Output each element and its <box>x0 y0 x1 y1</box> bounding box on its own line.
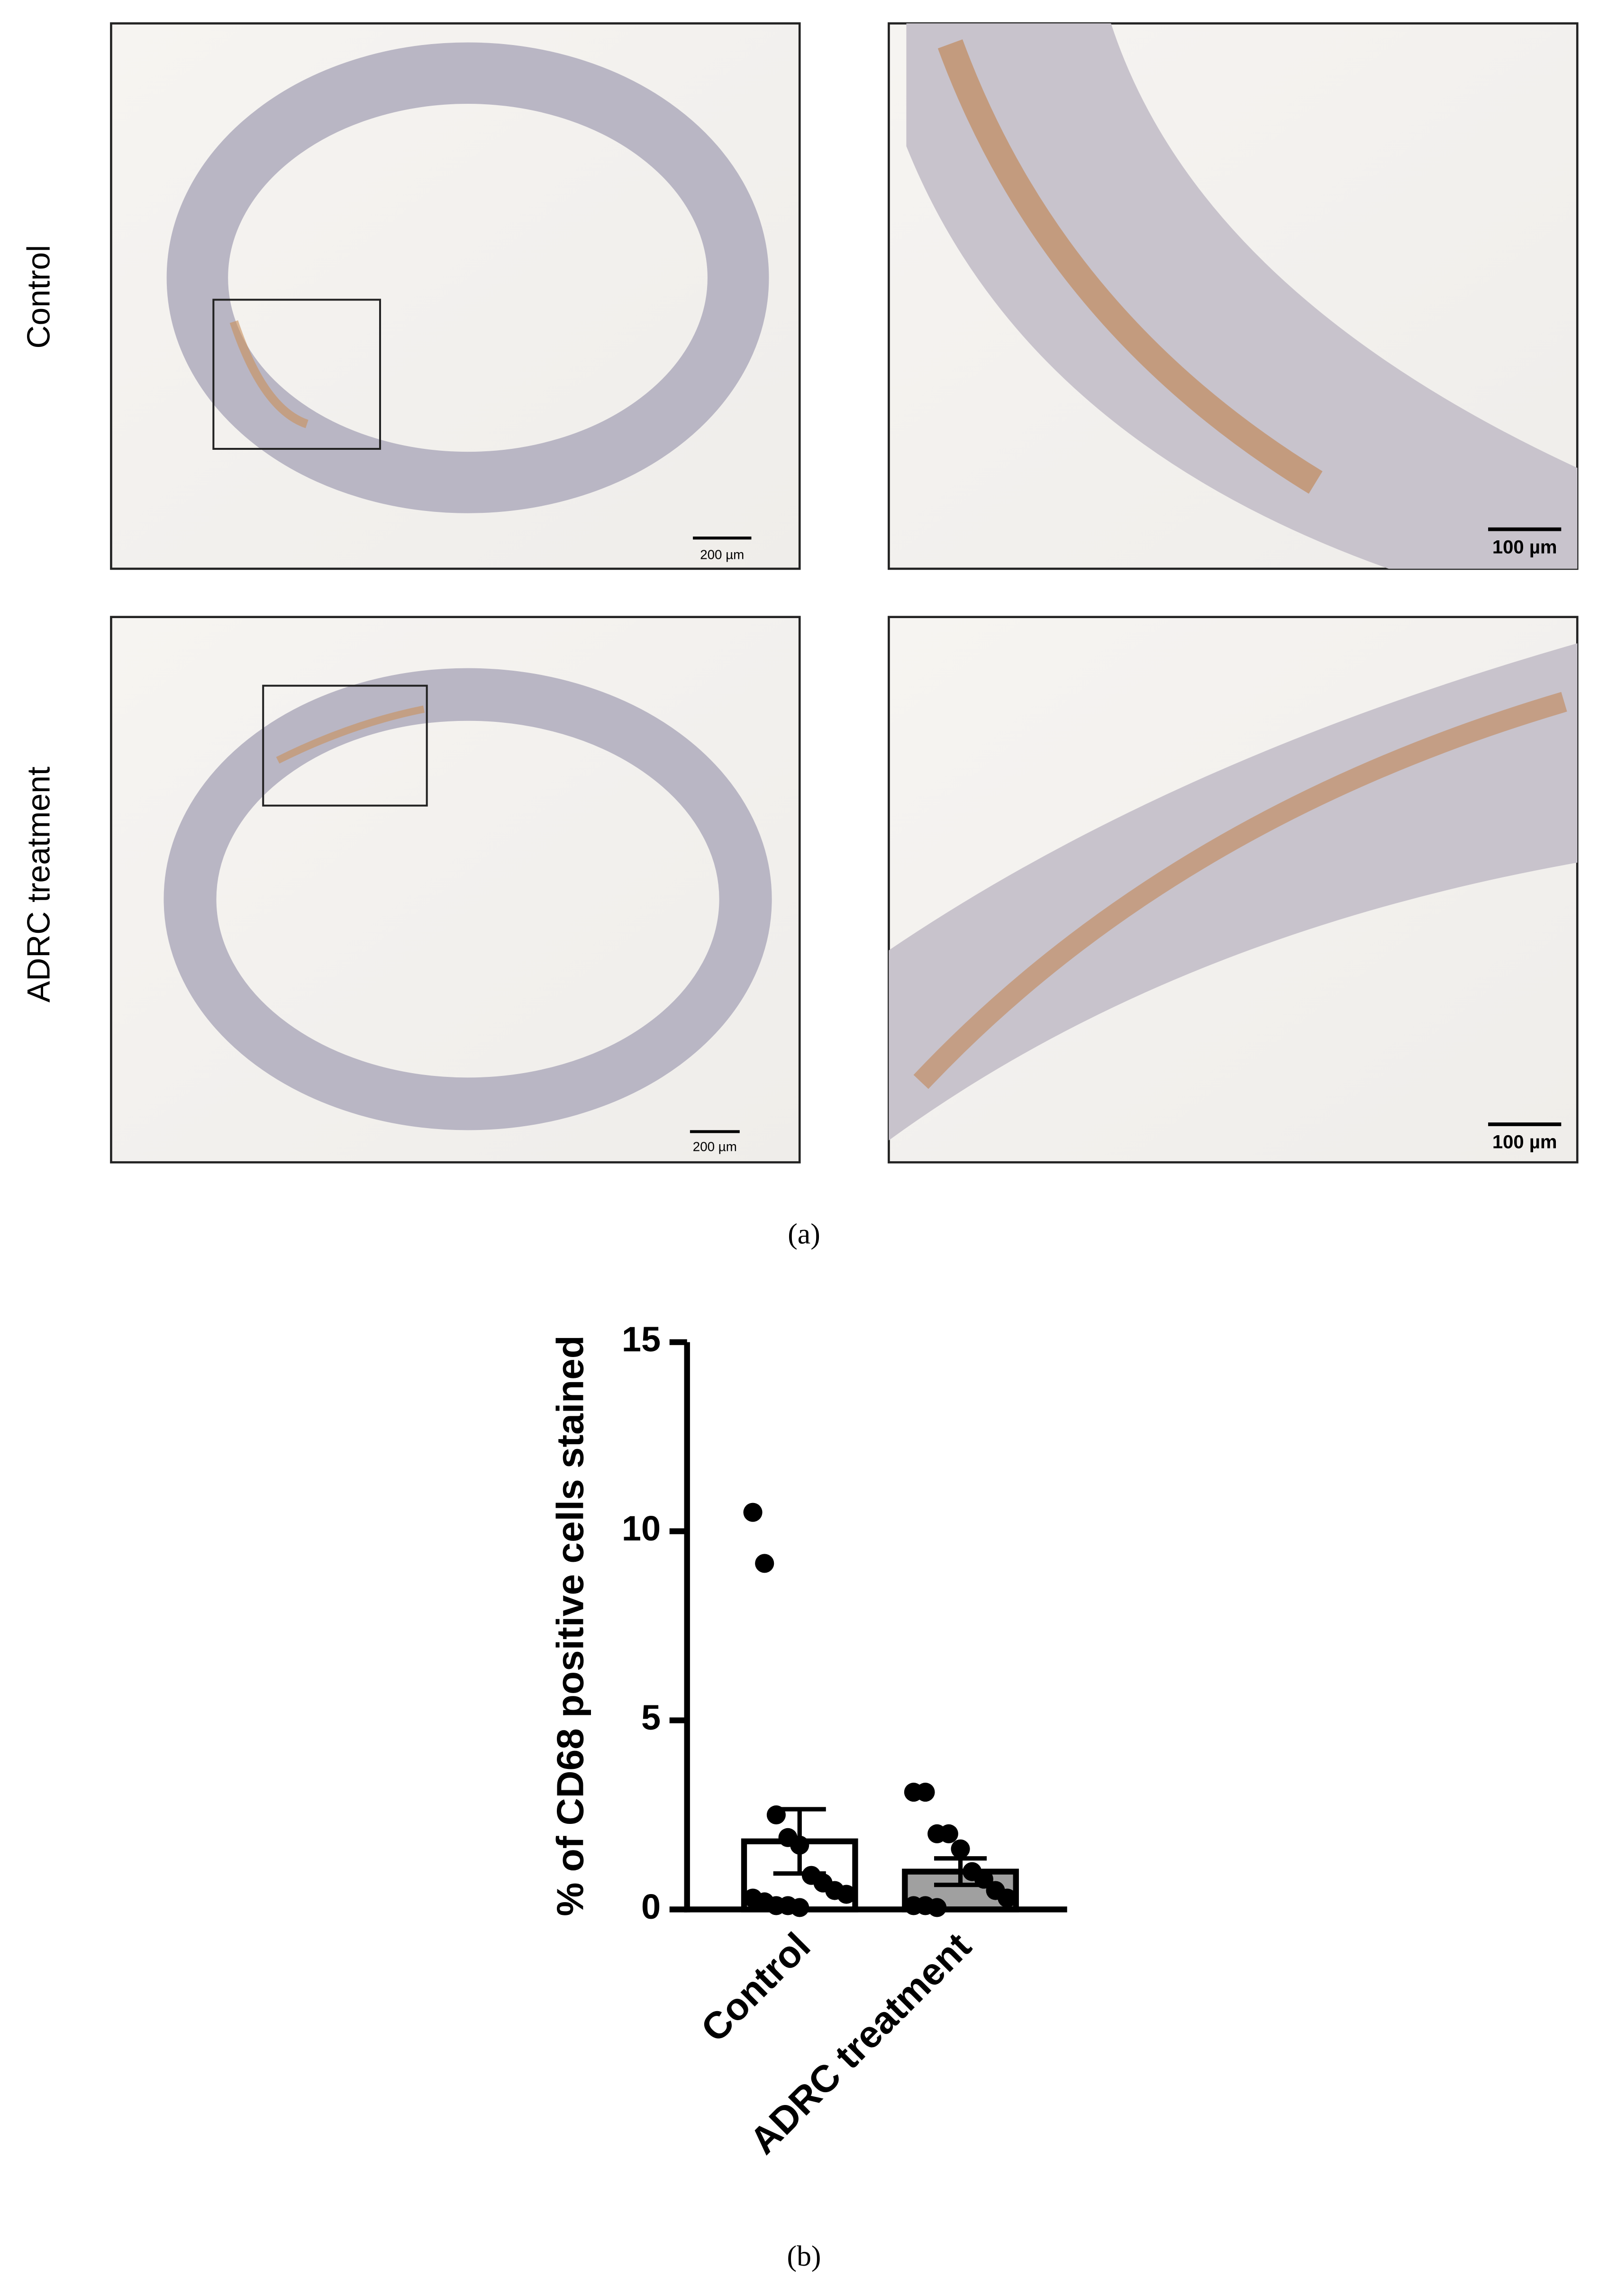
data-point <box>755 1554 774 1573</box>
y-tick-label: 5 <box>641 1698 661 1737</box>
y-tick-label: 15 <box>622 1320 661 1359</box>
data-point <box>974 1869 993 1889</box>
micrograph-bottom-left <box>110 616 801 1164</box>
y-tick-label: 10 <box>622 1509 661 1548</box>
scale-bar-label: 200 µm <box>700 547 744 562</box>
micrograph-top-right <box>888 22 1579 570</box>
scale-bar-label: 100 µm <box>1492 537 1557 557</box>
micrograph-bottom-right <box>888 616 1579 1164</box>
data-point <box>916 1783 935 1802</box>
row-label: Control <box>21 245 56 349</box>
y-tick-label: 0 <box>641 1887 661 1926</box>
caption: (b) <box>787 2240 821 2272</box>
data-point <box>951 1839 970 1859</box>
data-point <box>790 1835 809 1855</box>
row-label: ADRC treatment <box>21 766 56 1002</box>
y-axis-title: % of CD68 positive cells stained <box>548 1335 591 1916</box>
caption: (a) <box>788 1218 820 1250</box>
micrograph-top-left <box>110 22 801 570</box>
data-point <box>998 1888 1017 1908</box>
data-point <box>836 1885 856 1904</box>
data-point <box>766 1805 786 1825</box>
data-point <box>939 1824 958 1843</box>
x-tick-label: Control <box>692 1924 818 2050</box>
scale-bar-label: 200 µm <box>693 1139 737 1154</box>
data-point <box>743 1503 763 1522</box>
scale-bar-label: 100 µm <box>1492 1132 1557 1153</box>
